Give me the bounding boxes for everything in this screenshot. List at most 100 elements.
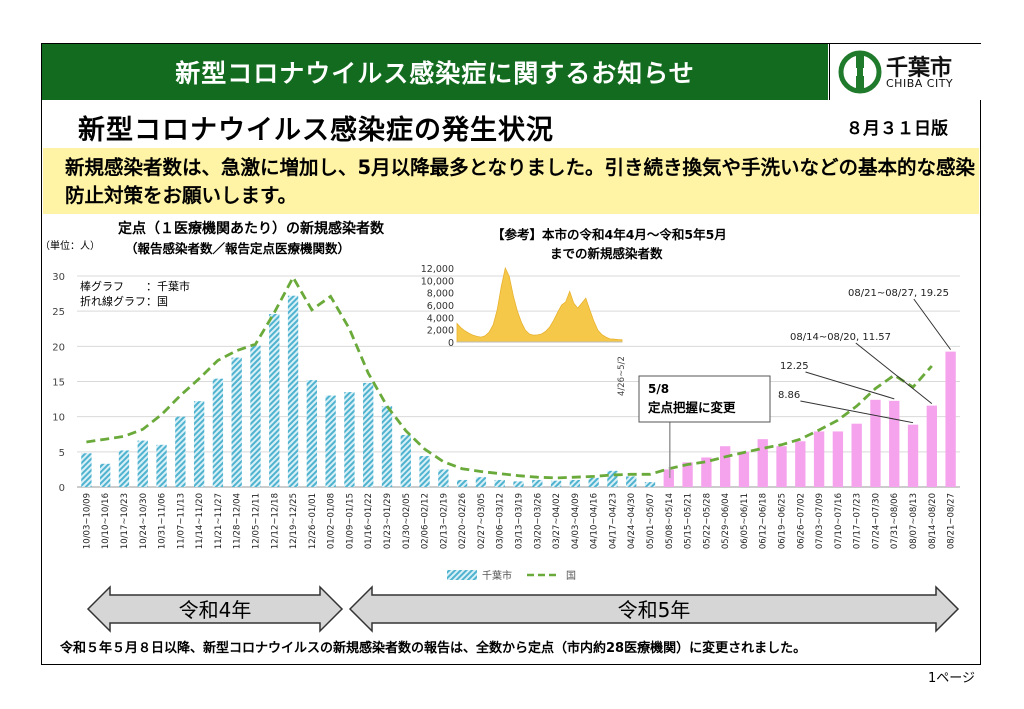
bar-chiba xyxy=(269,313,280,487)
x-tick-label: 10/10~10/16 xyxy=(101,493,111,549)
page-title: 新型コロナウイルス感染症の発生状況 xyxy=(78,115,554,146)
x-tick-label: 08/21~08/27 xyxy=(947,493,957,549)
bar-chiba xyxy=(663,469,674,487)
annotation-leader xyxy=(855,342,933,405)
data-annotation: 8.86 xyxy=(778,390,800,401)
inset-y-tick-label: 8,000 xyxy=(427,289,454,300)
change-note-box xyxy=(638,375,771,423)
inset-y-tick-label: 6,000 xyxy=(427,301,454,312)
bar-chiba xyxy=(363,382,374,487)
x-tick-label: 02/13~02/19 xyxy=(439,493,449,549)
bar-chiba xyxy=(81,453,92,487)
y-tick-label: 20 xyxy=(52,342,65,353)
x-tick-label: 11/28~12/04 xyxy=(233,493,243,549)
x-tick-label: 02/20~02/26 xyxy=(458,493,468,549)
edition-date: ８月３１日版 xyxy=(846,119,948,139)
annotation-leader xyxy=(913,298,952,350)
logo-subtitle: CHIBA CITY xyxy=(886,77,954,90)
inset-area xyxy=(456,266,623,343)
bar-chiba xyxy=(945,351,956,487)
chart-subtitle: （報告感染者数／報告定点医療機関数） xyxy=(125,241,350,256)
change-note-title: 5/8 xyxy=(648,382,669,396)
change-note-text: 定点把握に変更 xyxy=(647,400,736,415)
legend-label-chiba: 千葉市 xyxy=(482,569,512,582)
bar-chiba xyxy=(287,295,299,487)
chart-title: 定点（１医療機関あたり）の新規感染者数 xyxy=(118,220,385,237)
x-tick-label: 01/23~01/29 xyxy=(383,493,393,549)
x-tick-label: 11/21~11/27 xyxy=(214,493,224,549)
x-tick-label: 07/31~08/06 xyxy=(890,493,900,549)
bar-chiba xyxy=(137,440,148,487)
y-tick-label: 25 xyxy=(52,307,65,318)
x-tick-label: 12/12~12/18 xyxy=(270,493,280,549)
bar-chiba xyxy=(889,400,900,487)
x-tick-label: 12/19~12/25 xyxy=(289,493,299,549)
bar-chiba xyxy=(400,434,411,487)
x-tick-label: 12/26~01/01 xyxy=(308,493,318,549)
city-logo: 千葉市 CHIBA CITY xyxy=(829,44,981,100)
x-tick-label: 11/14~11/20 xyxy=(195,493,205,549)
bar-chiba xyxy=(513,481,524,487)
y-tick-label: 30 xyxy=(52,272,65,283)
legend-label-national: 国 xyxy=(566,570,576,582)
bar-chiba xyxy=(870,399,881,487)
x-tick-label: 05/22~05/28 xyxy=(702,493,712,549)
x-tick-label: 10/17~10/23 xyxy=(120,493,130,549)
x-tick-label: 06/05~06/11 xyxy=(740,493,750,549)
bar-chiba xyxy=(588,477,599,487)
y-tick-label: 0 xyxy=(59,483,65,494)
x-tick-label: 05/01~05/07 xyxy=(646,493,656,549)
bar-chiba xyxy=(532,479,543,487)
unit-label: （単位：人） xyxy=(40,239,100,252)
x-tick-label: 04/10~04/16 xyxy=(590,493,600,549)
x-tick-label: 03/13~03/19 xyxy=(515,493,525,549)
inset-subtitle: までの新規感染者数 xyxy=(550,246,663,261)
annotation-leader xyxy=(800,400,914,424)
bar-chiba xyxy=(438,469,449,487)
bar-chiba xyxy=(212,378,224,487)
bar-chiba xyxy=(494,479,505,487)
inset-y-tick-label: 4,000 xyxy=(427,313,454,324)
line-national xyxy=(86,274,933,480)
bar-chiba xyxy=(100,463,111,487)
bar-chiba xyxy=(813,431,825,487)
x-tick-label: 06/26~07/02 xyxy=(796,493,806,549)
bar-chiba xyxy=(118,450,130,487)
y-tick-label: 5 xyxy=(59,448,65,459)
bar-chiba xyxy=(231,357,242,487)
bar-chiba xyxy=(832,431,844,487)
bar-chiba xyxy=(757,439,768,487)
inset-y-tick-label: 2,000 xyxy=(427,326,454,337)
bar-chiba xyxy=(738,451,750,487)
inset-end-label: 4/26~5/2 xyxy=(617,356,627,396)
type-note-bar: 棒グラフ ：千葉市 xyxy=(80,279,190,293)
x-tick-label: 07/03~07/09 xyxy=(815,493,825,549)
x-tick-label: 10/31~11/06 xyxy=(158,493,168,549)
notice-box: 新規感染者数は、急激に増加し、5月以降最多となりました。引き続き換気や手洗いなど… xyxy=(43,148,979,214)
bar-chiba xyxy=(907,424,919,487)
period-arrow-r5 xyxy=(348,585,960,633)
x-tick-label: 04/17~04/23 xyxy=(608,493,618,549)
data-annotation: 08/21~08/27, 19.25 xyxy=(848,288,949,299)
bar-chiba xyxy=(325,395,336,487)
data-annotation: 12.25 xyxy=(780,361,809,372)
bar-chiba xyxy=(644,482,656,487)
x-tick-label: 01/30~02/05 xyxy=(402,493,412,549)
x-tick-label: 04/03~04/09 xyxy=(571,493,581,549)
page-frame xyxy=(41,43,981,665)
bar-chiba xyxy=(795,441,806,487)
bar-chiba xyxy=(456,479,468,487)
page-number: 1ページ xyxy=(928,671,976,686)
x-tick-label: 01/02~01/08 xyxy=(327,493,337,549)
x-tick-label: 06/19~06/25 xyxy=(778,493,788,549)
x-tick-label: 05/15~05/21 xyxy=(684,493,694,549)
x-tick-label: 04/24~04/30 xyxy=(627,493,637,549)
bar-chiba xyxy=(550,480,562,487)
data-annotation: 08/14~08/20, 11.57 xyxy=(790,332,891,343)
inset-y-tick-label: 0 xyxy=(448,338,454,349)
annotation-leader xyxy=(805,371,895,400)
x-tick-label: 08/07~08/13 xyxy=(909,493,919,549)
period-label-r5: 令和5年 xyxy=(618,598,691,622)
bar-chiba xyxy=(175,416,186,487)
